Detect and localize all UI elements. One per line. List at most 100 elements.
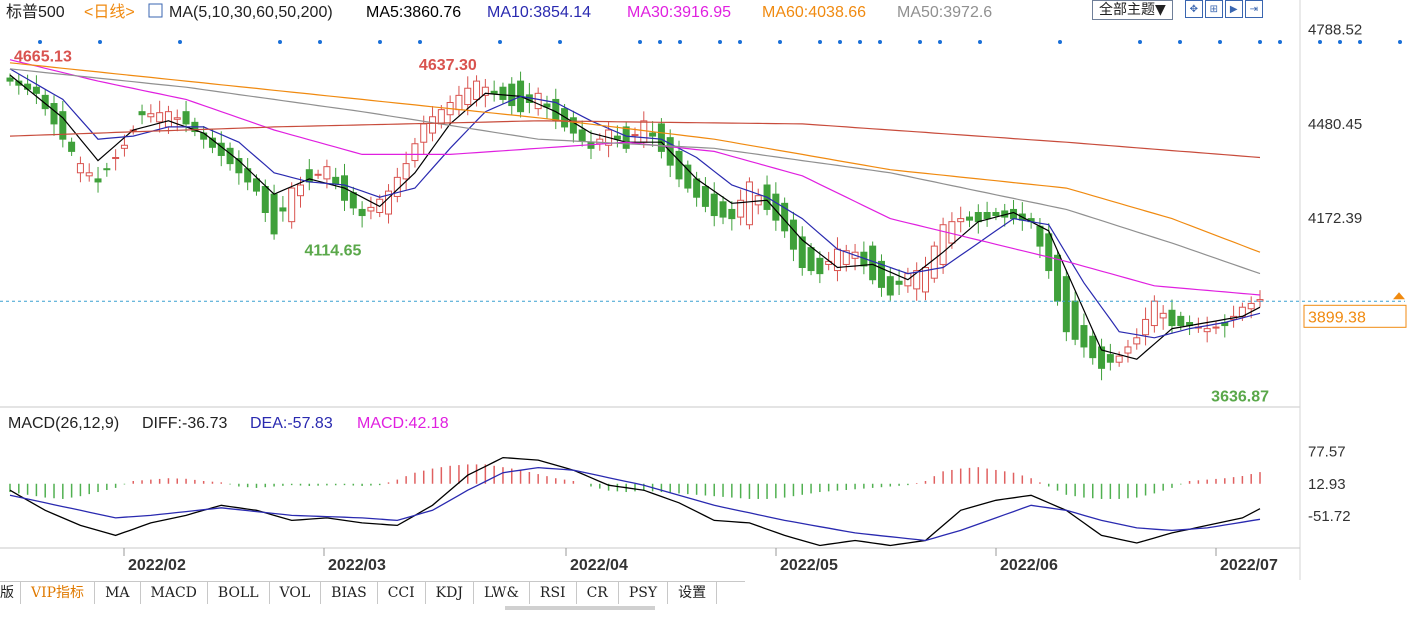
candle-body-32 xyxy=(288,187,296,223)
symbol-label: 标普500 xyxy=(6,3,65,21)
candle-body-7 xyxy=(68,141,76,152)
ma-line-ma50 xyxy=(9,68,1261,275)
tab-bias[interactable]: BIAS xyxy=(321,582,378,604)
tab-vol[interactable]: VOL xyxy=(270,582,322,604)
candle-body-20 xyxy=(182,111,190,125)
tab-ma[interactable]: MA xyxy=(95,582,141,604)
ma-line-ma200 xyxy=(9,120,1261,159)
candle-body-12 xyxy=(112,157,120,160)
candle-body-6 xyxy=(59,111,67,140)
signal-dot-22 xyxy=(1058,40,1062,44)
candle-body-35 xyxy=(314,173,322,176)
play-icon[interactable]: ▶ xyxy=(1224,0,1243,18)
candle-body-126 xyxy=(1115,355,1123,363)
ma-line-ma30 xyxy=(9,59,1261,296)
signal-dot-15 xyxy=(818,40,822,44)
signal-dot-5 xyxy=(378,40,382,44)
candle-body-76 xyxy=(675,150,683,180)
price-annotation-1: 4637.30 xyxy=(419,57,477,74)
candle-body-49 xyxy=(437,109,445,125)
candle-body-103 xyxy=(913,270,921,290)
tab-lw[interactable]: LW& xyxy=(474,582,530,604)
chart-toolbar: 全部主题▼ ✥ ⊞ ▶ ⇥ xyxy=(1092,0,1263,20)
price-tick-2: 4172.39 xyxy=(1308,210,1362,227)
ma50-value: MA50:3972.6 xyxy=(897,4,992,21)
date-tick-3: 2022/05 xyxy=(780,557,838,574)
candle-body-125 xyxy=(1106,354,1114,363)
candle-body-64 xyxy=(569,117,577,134)
ma-line-ma60 xyxy=(9,62,1261,253)
next-icon[interactable]: ⇥ xyxy=(1244,0,1263,18)
current-price-box xyxy=(1303,304,1407,328)
tab-settings[interactable]: 设置 xyxy=(668,582,718,604)
candle-body-0 xyxy=(6,77,14,82)
candle-body-45 xyxy=(402,163,410,180)
candle-body-29 xyxy=(261,186,269,213)
signal-dot-16 xyxy=(838,40,842,44)
tab-rsi[interactable]: RSI xyxy=(530,582,577,604)
candle-body-28 xyxy=(252,178,260,192)
price-annotation-0: 4665.13 xyxy=(14,48,72,65)
signal-dot-28 xyxy=(1318,40,1322,44)
candle-body-100 xyxy=(886,276,894,296)
ma10-value: MA10:3854.14 xyxy=(487,4,591,21)
candle-body-110 xyxy=(974,212,982,223)
candle-body-26 xyxy=(235,158,243,174)
candle-body-3 xyxy=(32,86,40,94)
candle-body-61 xyxy=(543,103,551,108)
date-tick-1: 2022/03 xyxy=(328,557,386,574)
tab-cci[interactable]: CCI xyxy=(378,582,426,604)
tab-ban[interactable]: 版 xyxy=(0,582,21,604)
price-annotation-2: 4114.65 xyxy=(304,243,361,260)
candle-body-33 xyxy=(296,184,304,197)
candle-body-108 xyxy=(957,218,965,223)
candle-body-72 xyxy=(640,120,648,143)
theme-selector-button[interactable]: 全部主题▼ xyxy=(1092,0,1173,20)
candle-body-52 xyxy=(464,87,472,106)
candle-body-11 xyxy=(103,168,111,171)
horizontal-scrollbar[interactable] xyxy=(505,606,655,610)
candle-body-4 xyxy=(41,94,49,110)
tab-boll[interactable]: BOLL xyxy=(208,582,270,604)
signal-dot-3 xyxy=(278,40,282,44)
signal-dot-9 xyxy=(638,40,642,44)
candle-body-129 xyxy=(1142,318,1150,336)
current-price-marker-icon xyxy=(1393,292,1405,300)
signal-dot-7 xyxy=(498,40,502,44)
signal-dot-10 xyxy=(658,40,662,44)
macd-dea-value: DEA:-57.83 xyxy=(250,415,333,432)
candle-body-104 xyxy=(921,267,929,293)
candle-body-109 xyxy=(966,216,974,221)
candle-body-10 xyxy=(94,178,102,183)
candle-body-131 xyxy=(1159,312,1167,319)
candle-body-13 xyxy=(120,144,128,149)
signal-dot-30 xyxy=(1358,40,1362,44)
signal-dot-20 xyxy=(938,40,942,44)
candle-body-112 xyxy=(992,212,1000,217)
candle-body-47 xyxy=(420,123,428,143)
signal-dot-25 xyxy=(1218,40,1222,44)
crosshair-icon[interactable]: ✥ xyxy=(1184,0,1203,18)
tab-macd[interactable]: MACD xyxy=(141,582,208,604)
candle-body-18 xyxy=(164,111,172,128)
tab-kdj[interactable]: KDJ xyxy=(426,582,474,604)
price-tick-1: 4480.45 xyxy=(1308,116,1362,133)
tab-vip[interactable]: VIP指标 xyxy=(21,582,96,604)
candle-body-132 xyxy=(1168,309,1176,327)
signal-dot-29 xyxy=(1338,40,1342,44)
candle-body-120 xyxy=(1062,276,1070,333)
zoom-in-icon[interactable]: ⊞ xyxy=(1204,0,1223,18)
candle-body-19 xyxy=(173,117,181,120)
ma30-value: MA30:3916.95 xyxy=(627,4,731,21)
signal-dot-27 xyxy=(1278,40,1282,44)
macd-tick-2: -51.72 xyxy=(1308,508,1351,525)
tab-psy[interactable]: PSY xyxy=(619,582,669,604)
candle-body-77 xyxy=(684,164,692,189)
signal-dot-19 xyxy=(918,40,922,44)
signal-dot-26 xyxy=(1258,40,1262,44)
tab-cr[interactable]: CR xyxy=(577,582,619,604)
candle-body-37 xyxy=(332,176,340,184)
candle-body-46 xyxy=(411,143,419,162)
candle-body-91 xyxy=(807,247,815,272)
